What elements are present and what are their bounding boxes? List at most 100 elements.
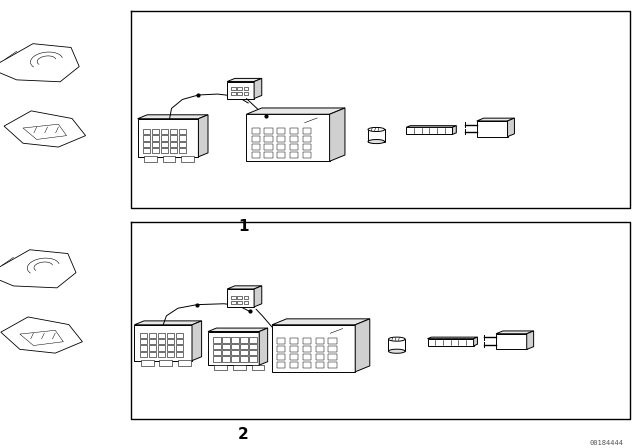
Bar (328, 354, 337, 360)
Bar (140, 333, 147, 338)
Bar (170, 129, 177, 134)
Bar (144, 156, 157, 162)
Bar (240, 350, 248, 355)
Bar (181, 156, 194, 162)
Bar (178, 360, 191, 366)
Bar (222, 344, 230, 349)
Polygon shape (192, 321, 202, 361)
Bar (231, 92, 236, 95)
Bar (231, 356, 239, 362)
Bar (143, 135, 150, 141)
Bar (175, 333, 183, 338)
Polygon shape (452, 125, 456, 134)
Bar (140, 345, 147, 351)
Bar (303, 128, 311, 134)
Bar (163, 156, 175, 162)
Bar (166, 345, 174, 351)
Bar (316, 346, 324, 352)
Bar (161, 135, 168, 141)
Bar (328, 362, 337, 368)
Polygon shape (254, 286, 262, 307)
Polygon shape (227, 82, 254, 99)
Bar (231, 296, 236, 299)
Bar (179, 148, 186, 153)
Bar (290, 338, 298, 344)
Polygon shape (477, 118, 515, 121)
Polygon shape (208, 328, 268, 332)
Polygon shape (23, 124, 67, 139)
Polygon shape (227, 289, 254, 307)
Bar (161, 129, 168, 134)
Polygon shape (138, 115, 208, 119)
Polygon shape (355, 319, 370, 372)
Bar (277, 144, 285, 150)
Text: 1: 1 (238, 219, 248, 234)
Bar (233, 365, 246, 370)
Bar (264, 136, 273, 142)
Polygon shape (0, 43, 79, 82)
Bar (159, 360, 172, 366)
Bar (143, 142, 150, 147)
Bar (388, 339, 405, 351)
Bar (244, 301, 248, 304)
Bar (244, 296, 248, 299)
Bar (249, 350, 257, 355)
Bar (316, 338, 324, 344)
Polygon shape (428, 337, 477, 339)
Ellipse shape (368, 139, 385, 144)
Polygon shape (496, 331, 534, 334)
Bar (166, 339, 174, 345)
Bar (231, 87, 236, 90)
Bar (252, 136, 260, 142)
Ellipse shape (388, 337, 405, 341)
Bar (140, 339, 147, 345)
Polygon shape (477, 121, 508, 137)
Bar (303, 354, 311, 360)
Polygon shape (198, 115, 208, 157)
Bar (303, 362, 311, 368)
Bar (175, 352, 183, 357)
Polygon shape (272, 319, 370, 325)
Bar (161, 142, 168, 147)
Bar (303, 338, 311, 344)
Text: 00184444: 00184444 (590, 440, 624, 446)
Polygon shape (406, 125, 456, 127)
Bar (213, 337, 221, 343)
Polygon shape (208, 332, 259, 365)
Bar (237, 87, 242, 90)
Bar (152, 142, 159, 147)
Bar (214, 365, 227, 370)
Bar (264, 128, 273, 134)
Bar (249, 344, 257, 349)
Bar (157, 345, 165, 351)
Polygon shape (254, 78, 262, 99)
Bar (303, 144, 311, 150)
Bar (303, 152, 311, 158)
Bar (328, 338, 337, 344)
Bar (170, 148, 177, 153)
Bar (143, 129, 150, 134)
Bar (244, 87, 248, 90)
Bar (303, 346, 311, 352)
Bar (141, 360, 154, 366)
Ellipse shape (388, 349, 405, 353)
Bar (237, 92, 242, 95)
Bar (148, 345, 156, 351)
Bar (277, 128, 285, 134)
Bar (290, 362, 298, 368)
Bar (170, 135, 177, 141)
Bar (249, 337, 257, 343)
Bar (252, 365, 264, 370)
Bar (148, 339, 156, 345)
Bar (222, 337, 230, 343)
Polygon shape (134, 321, 202, 325)
Bar (157, 339, 165, 345)
Bar (290, 354, 298, 360)
Bar (237, 296, 242, 299)
Bar (240, 356, 248, 362)
Polygon shape (428, 339, 474, 346)
Bar (277, 136, 285, 142)
Bar (290, 128, 298, 134)
Bar (213, 356, 221, 362)
Polygon shape (1, 317, 83, 353)
